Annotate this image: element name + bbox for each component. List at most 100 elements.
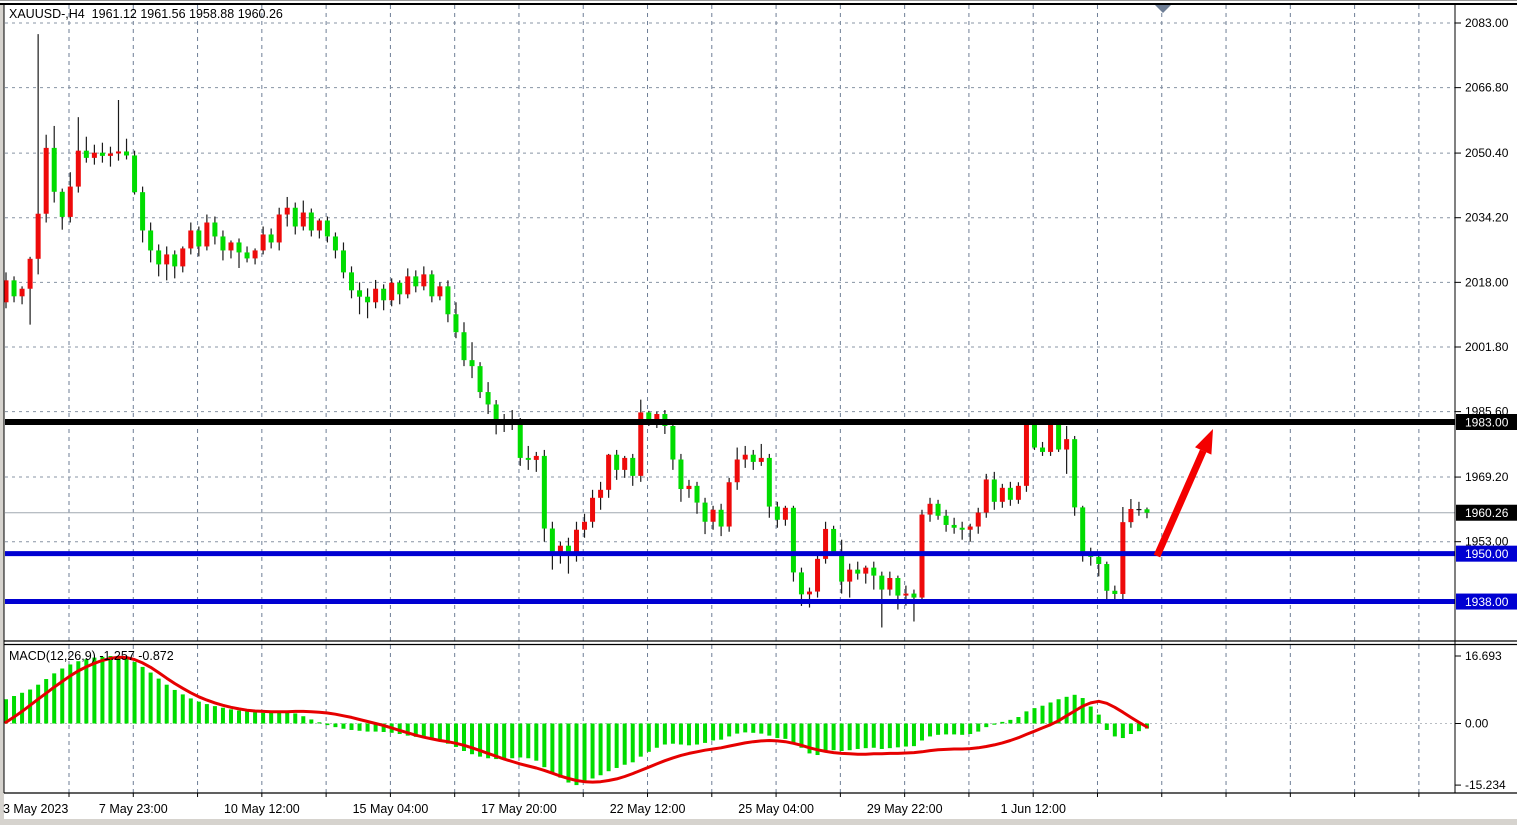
macd-bar bbox=[365, 723, 370, 732]
price-axis[interactable]: 2083.00 2066.80 2050.40 2034.20 2018.00 2001.… bbox=[1455, 16, 1517, 792]
arrow-head-icon[interactable] bbox=[1195, 429, 1213, 455]
bull-candle bbox=[228, 242, 234, 251]
price-badge-label: 1983.00 bbox=[1465, 416, 1509, 430]
macd-bar bbox=[911, 723, 916, 747]
macd-bar bbox=[60, 668, 65, 724]
panel-borders bbox=[3, 3, 1517, 794]
macd-bar bbox=[944, 723, 949, 735]
macd-bar bbox=[799, 723, 804, 748]
macd-bar bbox=[518, 723, 523, 758]
time-tick-label: 29 May 22:00 bbox=[867, 802, 943, 816]
chart-shift-marker-icon[interactable] bbox=[1155, 5, 1171, 13]
bull-candle bbox=[967, 526, 973, 530]
time-axis[interactable]: 3 May 2023 7 May 23:00 10 May 12:00 15 May … bbox=[3, 793, 1420, 816]
macd-bar bbox=[1032, 708, 1037, 724]
macd-bar bbox=[1096, 714, 1101, 724]
macd-bar bbox=[164, 684, 169, 724]
bear-candle bbox=[11, 280, 17, 297]
bull-candle bbox=[573, 529, 579, 555]
time-tick-label: 22 May 12:00 bbox=[610, 802, 686, 816]
bull-candle bbox=[3, 280, 9, 303]
macd-bar bbox=[1008, 719, 1013, 724]
macd-bar bbox=[325, 723, 330, 726]
bear-candle bbox=[357, 290, 363, 297]
price-tick-label: 2001.80 bbox=[1465, 340, 1509, 354]
bull-candle bbox=[533, 455, 539, 460]
bear-candle bbox=[1112, 590, 1118, 594]
macd-signal bbox=[4, 655, 1149, 784]
bear-candle bbox=[678, 459, 684, 490]
macd-bar bbox=[116, 656, 121, 724]
bear-candle bbox=[1056, 424, 1062, 450]
macd-bar bbox=[1112, 723, 1117, 737]
bull-candle bbox=[710, 509, 716, 522]
macd-bar bbox=[670, 723, 675, 744]
price-tick-label: 2050.40 bbox=[1465, 146, 1509, 160]
macd-bar bbox=[654, 723, 659, 748]
price-badge-label: 1960.26 bbox=[1465, 506, 1509, 520]
macd-name: MACD(12,26,9) bbox=[9, 649, 96, 663]
macd-indicator-label: MACD(12,26,9) -1.257 -0.872 bbox=[9, 649, 174, 663]
bear-candle bbox=[172, 254, 178, 267]
bear-candle bbox=[798, 572, 804, 595]
bear-candle bbox=[517, 423, 523, 458]
bear-candle bbox=[774, 506, 780, 520]
macd-tick-label: 0.00 bbox=[1465, 717, 1489, 731]
macd-bar bbox=[172, 689, 177, 724]
bear-candle bbox=[156, 250, 162, 265]
bear-candle bbox=[1040, 447, 1046, 452]
macd-bar bbox=[735, 723, 740, 734]
bull-candle bbox=[582, 521, 588, 530]
price-tick-label: 2066.80 bbox=[1465, 81, 1509, 95]
low-value: 1958.88 bbox=[189, 7, 235, 21]
candles[interactable] bbox=[3, 34, 1150, 628]
bull-candle bbox=[252, 250, 258, 259]
bear-candle bbox=[911, 593, 917, 598]
bear-candle bbox=[718, 509, 724, 527]
macd-bar bbox=[711, 723, 716, 741]
macd-bar bbox=[494, 723, 499, 760]
macd-bar bbox=[309, 719, 314, 724]
macd-bar bbox=[510, 723, 515, 759]
bear-candle bbox=[244, 252, 250, 259]
shift-marker[interactable] bbox=[1155, 5, 1171, 13]
macd-bar bbox=[373, 723, 378, 732]
bear-candle bbox=[340, 250, 346, 273]
bull-candle bbox=[734, 459, 740, 483]
bull-candle bbox=[1048, 424, 1054, 452]
macd-main-value: -1.257 bbox=[99, 649, 135, 663]
macd-bar bbox=[341, 723, 346, 729]
macd-bar bbox=[952, 723, 957, 735]
macd-bar bbox=[204, 704, 209, 724]
macd-bar bbox=[526, 723, 531, 759]
macd-bar bbox=[903, 723, 908, 747]
macd-bar bbox=[703, 723, 708, 743]
macd-bar bbox=[293, 713, 298, 724]
macd-bar bbox=[261, 712, 266, 724]
macd-bar bbox=[879, 723, 884, 749]
bear-candle bbox=[855, 569, 861, 574]
macd-bar bbox=[1048, 702, 1053, 724]
bear-candle bbox=[750, 454, 756, 462]
macd-bar bbox=[502, 723, 507, 760]
macd-bar bbox=[759, 723, 764, 734]
bull-candle bbox=[35, 213, 41, 259]
macd-bar bbox=[20, 692, 25, 724]
macd-signal-line bbox=[4, 655, 1149, 784]
macd-bar bbox=[253, 712, 258, 724]
bear-candle bbox=[220, 236, 226, 251]
macd-bar bbox=[550, 723, 555, 773]
arrow-shaft[interactable] bbox=[1153, 449, 1207, 558]
bear-candle bbox=[943, 515, 949, 525]
bear-candle bbox=[51, 147, 57, 192]
bull-candle bbox=[590, 497, 596, 522]
macd-bar bbox=[992, 723, 997, 725]
bear-candle bbox=[790, 507, 796, 573]
macd-bar bbox=[662, 723, 667, 745]
trend-arrow[interactable] bbox=[1153, 429, 1213, 558]
macd-bar bbox=[36, 684, 41, 724]
open-value: 1961.12 bbox=[91, 7, 137, 21]
symbol-timeframe-label: XAUUSD-,H4 bbox=[9, 7, 85, 21]
